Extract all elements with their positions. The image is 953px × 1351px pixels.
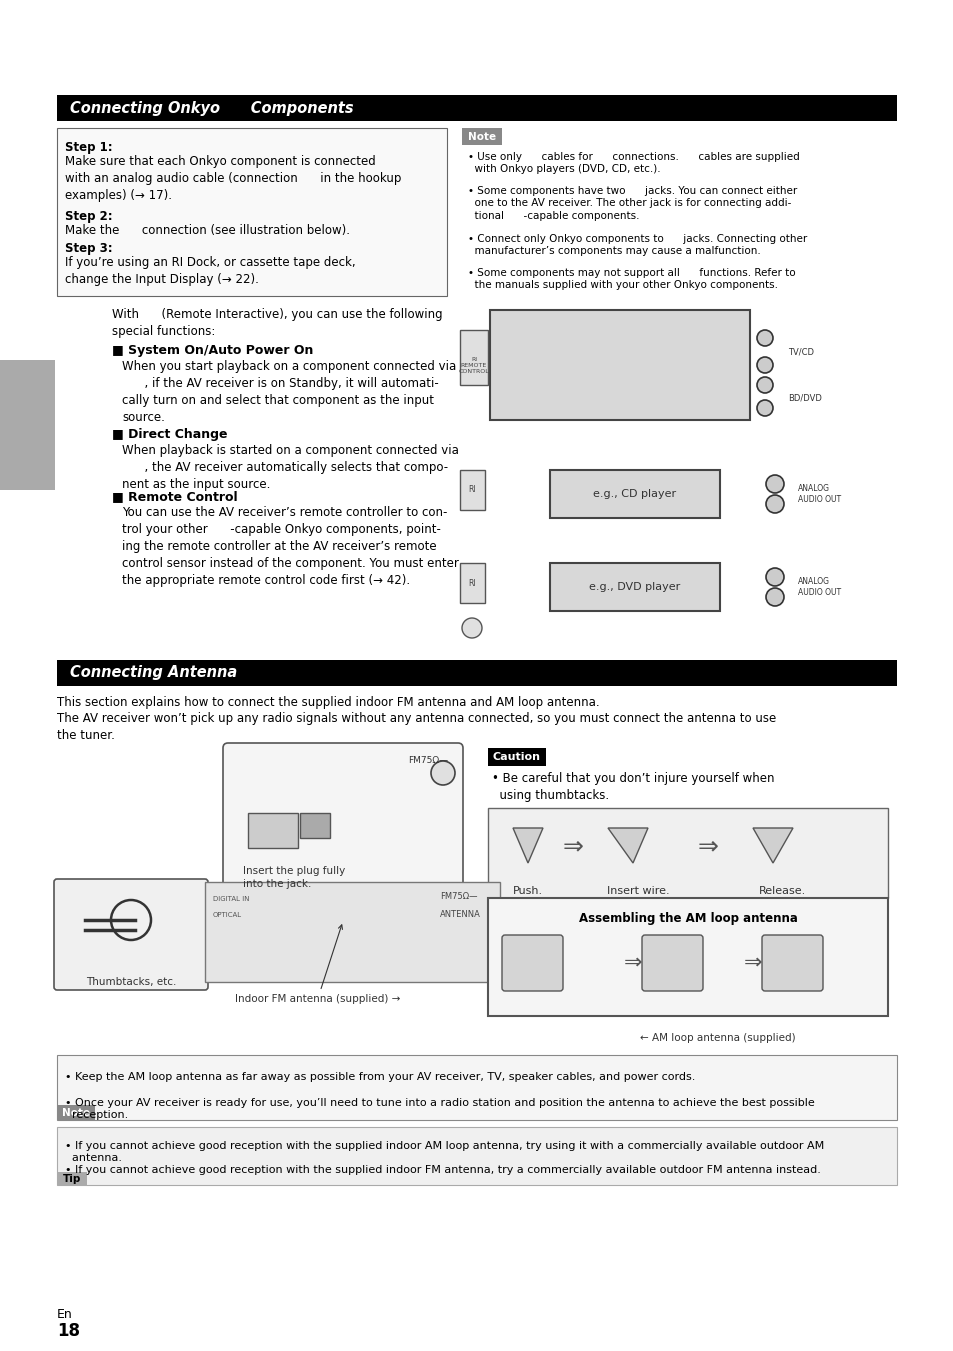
Circle shape xyxy=(765,567,783,586)
Bar xyxy=(488,898,887,1016)
Circle shape xyxy=(461,617,481,638)
Text: RI: RI xyxy=(468,485,476,494)
Text: Connecting Onkyo      Components: Connecting Onkyo Components xyxy=(70,100,354,115)
FancyBboxPatch shape xyxy=(761,935,822,992)
Text: ■ Remote Control: ■ Remote Control xyxy=(112,490,237,503)
Text: This section explains how to connect the supplied indoor FM antenna and AM loop : This section explains how to connect the… xyxy=(57,696,599,709)
Circle shape xyxy=(757,330,772,346)
Bar xyxy=(461,128,501,145)
Text: ■ System On/Auto Power On: ■ System On/Auto Power On xyxy=(112,345,313,357)
Text: ANALOG
AUDIO OUT: ANALOG AUDIO OUT xyxy=(797,577,841,597)
Bar xyxy=(488,748,545,766)
Text: ← AM loop antenna (supplied): ← AM loop antenna (supplied) xyxy=(639,1034,795,1043)
Text: The AV receiver won’t pick up any radio signals without any antenna connected, s: The AV receiver won’t pick up any radio … xyxy=(57,712,776,742)
Bar xyxy=(550,470,720,517)
Text: BD/DVD: BD/DVD xyxy=(787,393,821,403)
Bar xyxy=(57,1173,87,1185)
Text: When you start playback on a component connected via
      , if the AV receiver : When you start playback on a component c… xyxy=(122,359,456,424)
Text: Step 2:: Step 2: xyxy=(65,209,112,223)
Circle shape xyxy=(757,400,772,416)
Bar xyxy=(57,1127,896,1185)
Polygon shape xyxy=(513,828,542,863)
Polygon shape xyxy=(752,828,792,863)
Text: ⇒: ⇒ xyxy=(743,952,761,973)
Text: OPTICAL: OPTICAL xyxy=(213,912,242,917)
Circle shape xyxy=(765,476,783,493)
Text: • Keep the AM loop antenna as far away as possible from your AV receiver, TV, sp: • Keep the AM loop antenna as far away a… xyxy=(65,1071,695,1082)
Text: ⇒: ⇒ xyxy=(697,834,718,858)
Text: With      (Remote Interactive), you can use the following
special functions:: With (Remote Interactive), you can use t… xyxy=(112,308,442,338)
Text: • Be careful that you don’t injure yourself when
  using thumbtacks.: • Be careful that you don’t injure yours… xyxy=(492,771,774,802)
Text: If you’re using an RI Dock, or cassette tape deck,
change the Input Display (→ 2: If you’re using an RI Dock, or cassette … xyxy=(65,255,355,286)
Text: • Use only      cables for      connections.      cables are supplied
  with Onk: • Use only cables for connections. cable… xyxy=(468,153,799,174)
Circle shape xyxy=(757,377,772,393)
Bar xyxy=(0,359,55,490)
Text: Step 3:: Step 3: xyxy=(65,242,112,255)
Circle shape xyxy=(431,761,455,785)
Text: ⇒: ⇒ xyxy=(562,834,583,858)
Bar xyxy=(248,813,297,848)
Text: • If you cannot achieve good reception with the supplied indoor AM loop antenna,: • If you cannot achieve good reception w… xyxy=(65,1142,823,1163)
Text: Connecting Antenna: Connecting Antenna xyxy=(70,666,237,681)
Text: FM75Ω—: FM75Ω— xyxy=(408,757,448,765)
Bar xyxy=(299,813,330,838)
Text: Release.: Release. xyxy=(759,886,806,896)
Text: Make the      connection (see illustration below).: Make the connection (see illustration be… xyxy=(65,224,350,236)
Text: TV/CD: TV/CD xyxy=(787,347,813,357)
Text: Make sure that each Onkyo component is connected
with an analog audio cable (con: Make sure that each Onkyo component is c… xyxy=(65,155,401,203)
Text: Indoor FM antenna (supplied) →: Indoor FM antenna (supplied) → xyxy=(234,925,400,1004)
Circle shape xyxy=(765,494,783,513)
Bar xyxy=(459,563,484,603)
Bar xyxy=(57,1105,95,1120)
Text: • Once your AV receiver is ready for use, you’ll need to tune into a radio stati: • Once your AV receiver is ready for use… xyxy=(65,1098,814,1120)
Text: Caution: Caution xyxy=(493,753,540,762)
FancyBboxPatch shape xyxy=(223,743,462,921)
Text: ANTENNA: ANTENNA xyxy=(439,911,480,919)
Text: e.g., CD player: e.g., CD player xyxy=(593,489,676,499)
Text: Note: Note xyxy=(62,1108,90,1117)
Bar xyxy=(490,309,749,420)
Text: ■ Direct Change: ■ Direct Change xyxy=(112,428,227,440)
Bar xyxy=(459,330,488,385)
Bar xyxy=(57,661,896,686)
Text: 18: 18 xyxy=(57,1323,80,1340)
Text: Tip: Tip xyxy=(63,1174,81,1183)
Bar xyxy=(550,563,720,611)
Bar xyxy=(488,808,887,898)
Circle shape xyxy=(765,588,783,607)
FancyBboxPatch shape xyxy=(641,935,702,992)
Text: When playback is started on a component connected via
      , the AV receiver au: When playback is started on a component … xyxy=(122,444,458,490)
Text: • If you cannot achieve good reception with the supplied indoor FM antenna, try : • If you cannot achieve good reception w… xyxy=(65,1165,820,1175)
Text: ANALOG
AUDIO OUT: ANALOG AUDIO OUT xyxy=(797,484,841,504)
Text: Thumbtacks, etc.: Thumbtacks, etc. xyxy=(86,977,176,988)
Text: En: En xyxy=(57,1308,72,1321)
Text: • Some components may not support all      functions. Refer to
  the manuals sup: • Some components may not support all fu… xyxy=(468,267,795,290)
Text: Insert the plug fully
into the jack.: Insert the plug fully into the jack. xyxy=(243,866,345,889)
FancyBboxPatch shape xyxy=(501,935,562,992)
Bar xyxy=(205,882,499,982)
Text: FM75Ω—: FM75Ω— xyxy=(439,892,477,901)
Text: Step 1:: Step 1: xyxy=(65,141,112,154)
Text: Push.: Push. xyxy=(513,886,542,896)
Bar xyxy=(57,1055,896,1120)
Polygon shape xyxy=(607,828,647,863)
Text: Assembling the AM loop antenna: Assembling the AM loop antenna xyxy=(578,912,797,925)
Bar xyxy=(459,470,484,509)
FancyBboxPatch shape xyxy=(54,880,208,990)
Text: • Some components have two      jacks. You can connect either
  one to the AV re: • Some components have two jacks. You ca… xyxy=(468,186,797,220)
Text: You can use the AV receiver’s remote controller to con-
trol your other      -ca: You can use the AV receiver’s remote con… xyxy=(122,507,458,586)
Bar xyxy=(57,128,447,296)
Bar xyxy=(57,95,896,122)
Text: ⇒: ⇒ xyxy=(623,952,641,973)
Text: • Connect only Onkyo components to      jacks. Connecting other
  manufacturer’s: • Connect only Onkyo components to jacks… xyxy=(468,234,806,257)
Circle shape xyxy=(757,357,772,373)
Text: Insert wire.: Insert wire. xyxy=(606,886,669,896)
Text: Note: Note xyxy=(468,131,496,142)
Text: e.g., DVD player: e.g., DVD player xyxy=(589,582,679,592)
Text: RI: RI xyxy=(468,578,476,588)
Text: RI
REMOTE
CONTROL: RI REMOTE CONTROL xyxy=(458,357,489,374)
Text: DIGITAL IN: DIGITAL IN xyxy=(213,896,250,902)
